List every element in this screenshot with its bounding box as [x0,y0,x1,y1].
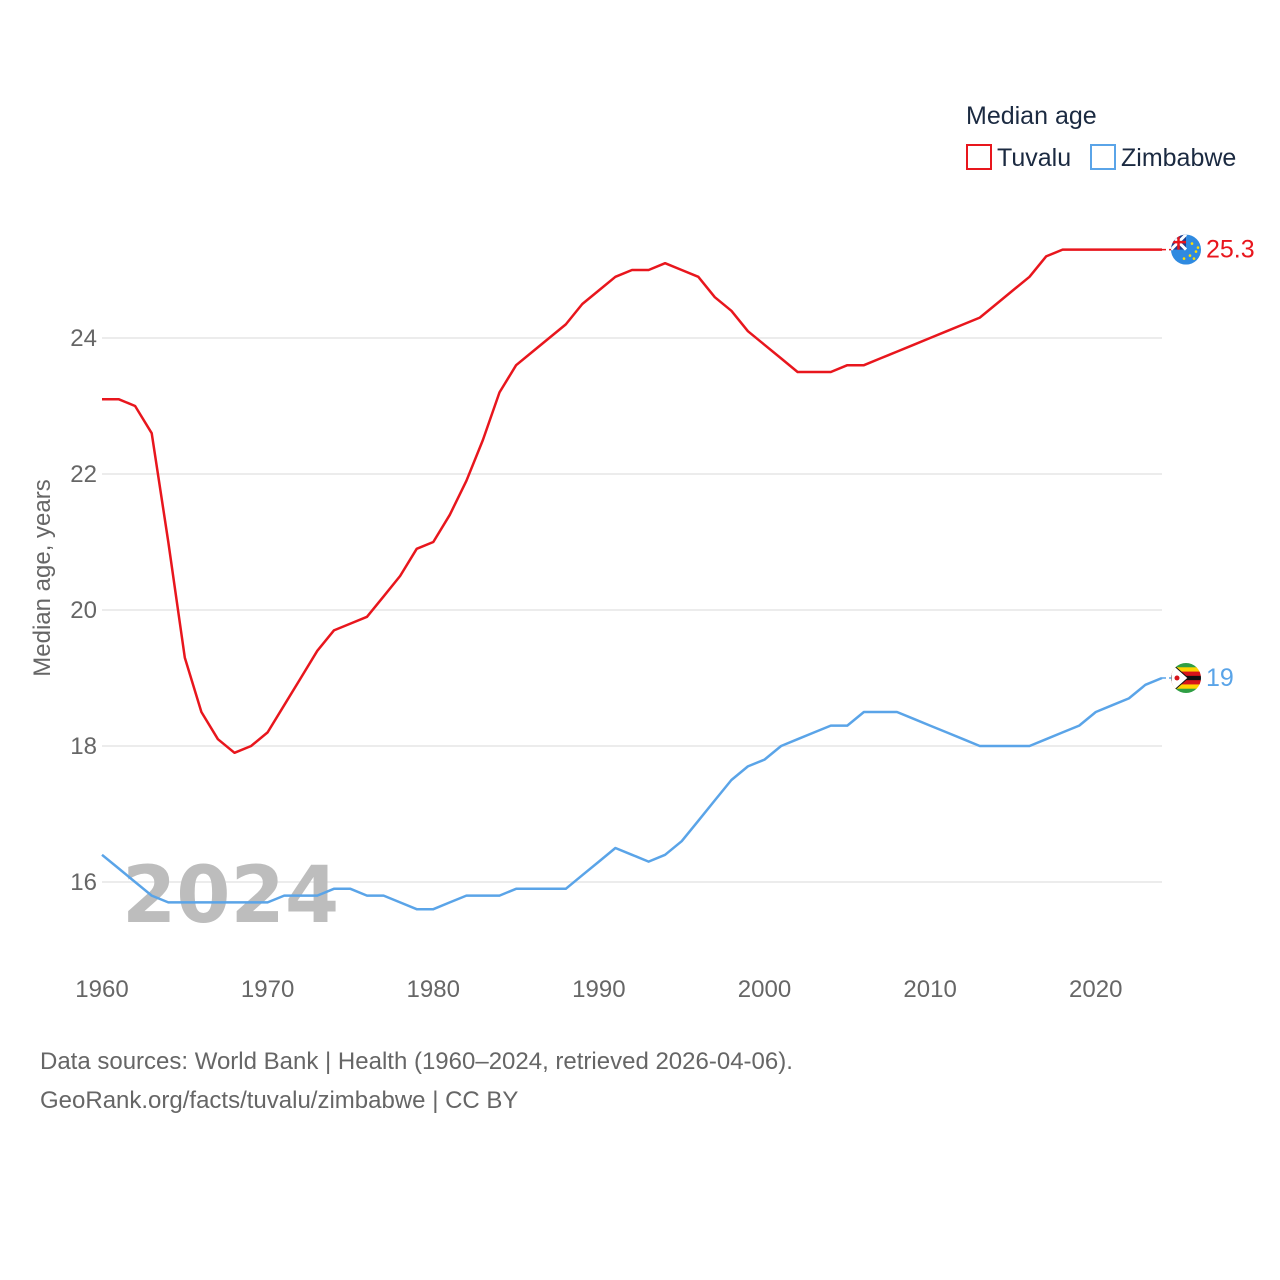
x-axis-ticks: 1960 1970 1980 1990 2000 2010 2020 [75,976,1122,1003]
source-note: Data sources: World Bank | Health (1960–… [40,1042,793,1120]
legend-title: Median age [966,102,1097,130]
y-tick-label-20: 20 [70,597,97,624]
y-axis-ticks: 16 18 20 22 24 [70,325,97,896]
legend-label-tuvalu[interactable]: Tuvalu [997,144,1071,172]
y-tick-label-22: 22 [70,461,97,488]
legend: Median age Tuvalu Zimbabwe [966,102,1236,172]
end-value-label-zimbabwe: 19 [1206,664,1234,692]
credit-line: GeoRank.org/facts/tuvalu/zimbabwe | CC B… [40,1087,519,1114]
x-tick-label-1960: 1960 [75,976,128,1003]
zimbabwe-flag-icon [1171,663,1201,693]
x-tick-label-1970: 1970 [241,976,294,1003]
tuvalu-flag-icon [1171,234,1201,265]
x-tick-label-2000: 2000 [738,976,791,1003]
end-markers: 25.3 19 [1162,234,1255,693]
data-sources-line: Data sources: World Bank | Health (1960–… [40,1048,793,1075]
legend-label-zimbabwe[interactable]: Zimbabwe [1121,144,1236,172]
legend-swatch-zimbabwe[interactable] [1090,144,1116,170]
x-tick-label-1980: 1980 [407,976,460,1003]
grid-lines [102,337,1162,883]
series-lines [101,248,1163,911]
legend-swatch-tuvalu[interactable] [966,144,992,170]
series-line-tuvalu[interactable] [102,248,1162,755]
series-line-zimbabwe[interactable] [101,676,1163,911]
y-axis-title: Median age, years [29,479,56,676]
x-tick-label-2010: 2010 [903,976,956,1003]
x-tick-label-1990: 1990 [572,976,625,1003]
y-tick-label-18: 18 [70,733,97,760]
y-tick-label-16: 16 [70,869,97,896]
y-tick-label-24: 24 [70,325,97,352]
end-value-label-tuvalu: 25.3 [1206,236,1255,264]
x-tick-label-2020: 2020 [1069,976,1122,1003]
